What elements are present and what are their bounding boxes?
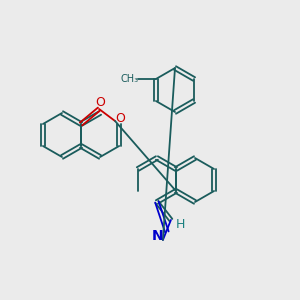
Text: O: O xyxy=(115,112,125,125)
Text: N: N xyxy=(152,229,164,243)
Text: CH₃: CH₃ xyxy=(121,74,139,84)
Text: O: O xyxy=(95,97,105,110)
Text: H: H xyxy=(176,218,186,230)
